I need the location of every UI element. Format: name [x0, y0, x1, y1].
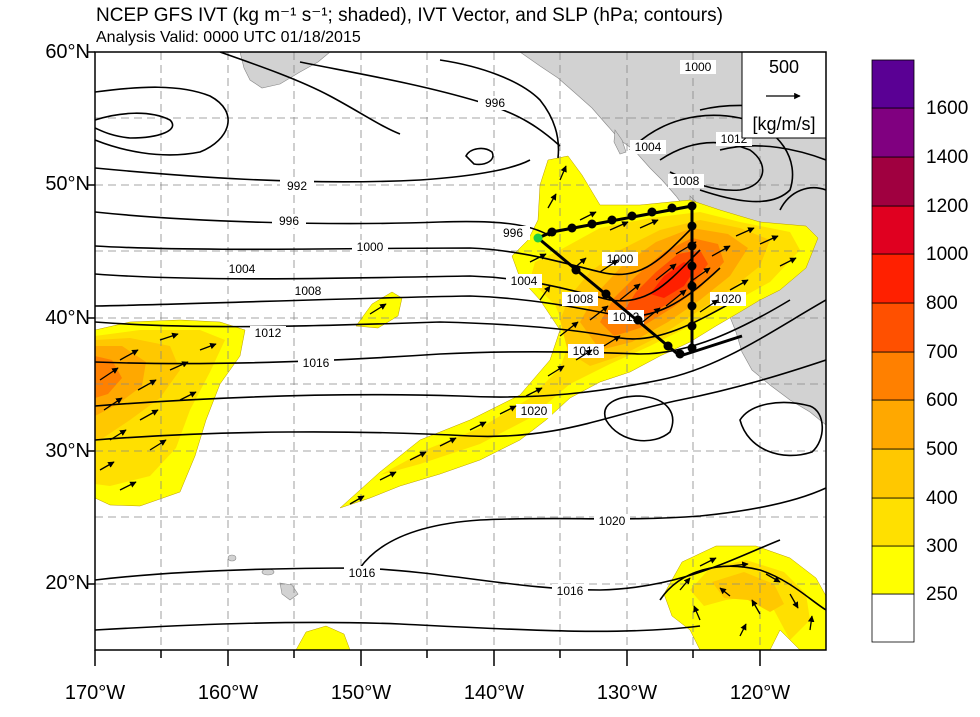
colorbar-label-400: 400 [926, 488, 958, 509]
colorbar-label-250: 250 [926, 584, 958, 605]
colorbar-label-300: 300 [926, 536, 958, 557]
lon-label-160w: 160°W [197, 682, 259, 704]
slp-label-1000-north: 1000 [680, 60, 716, 74]
svg-text:1004: 1004 [229, 262, 256, 276]
svg-text:996: 996 [279, 214, 299, 228]
lat-label-50n: 50°N [45, 173, 90, 195]
vector-reference-box [741, 52, 826, 139]
svg-text:1000: 1000 [357, 240, 384, 254]
svg-text:1020: 1020 [715, 292, 742, 306]
lon-label-130w: 130°W [596, 682, 658, 704]
lon-label-150w: 150°W [330, 682, 392, 704]
svg-text:992: 992 [287, 179, 307, 193]
lat-label-40n: 40°N [45, 307, 90, 329]
colorbar-label-1200: 1200 [926, 196, 969, 217]
ivt-blob-south [295, 625, 351, 650]
land-alaska [239, 52, 331, 89]
colorbar-label-1600: 1600 [926, 98, 969, 119]
cross-section-points [533, 201, 697, 359]
ivt-colorbar [871, 59, 915, 643]
vector-reference-unit: [kg/m/s] [752, 114, 815, 134]
lon-label-140w: 140°W [463, 682, 525, 704]
slp-label-1016-ar: 1016 [568, 344, 604, 358]
svg-text:1012: 1012 [721, 132, 748, 146]
colorbar-label-800: 800 [926, 293, 958, 314]
ivt-plume-ar-800 [650, 262, 696, 298]
colorbar-label-500: 500 [926, 439, 958, 460]
colorbar-label-1000: 1000 [926, 244, 969, 265]
slp-label-1020-south: 1020 [594, 514, 630, 528]
slp-label-1004-north: 1004 [630, 140, 666, 154]
lon-label-170w: 170°W [64, 682, 126, 704]
slp-label-1016-southeast: 1016 [552, 584, 588, 598]
land-hawaii-big-island [279, 582, 299, 601]
colorbar-label-1400: 1400 [926, 147, 969, 168]
colorbar-label-600: 600 [926, 390, 958, 411]
axis-ticks [87, 51, 761, 666]
slp-label-996-west: 996 [272, 214, 306, 228]
slp-label-1008-ar: 1008 [562, 292, 598, 306]
svg-text:1008: 1008 [673, 174, 700, 188]
svg-text:1012: 1012 [613, 310, 640, 324]
vector-reference-value: 500 [769, 57, 799, 77]
ivt-vectors [99, 165, 815, 637]
slp-label-1016-hawaii: 1016 [344, 566, 380, 580]
slp-label-1020-east: 1020 [710, 292, 746, 306]
slp-label-1012-north: 1012 [716, 132, 752, 146]
land-hawaii-kauai [227, 554, 237, 562]
slp-label-1012-west: 1012 [250, 326, 286, 340]
svg-text:1016: 1016 [349, 566, 376, 580]
svg-text:1004: 1004 [635, 140, 662, 154]
svg-text:1012: 1012 [255, 326, 282, 340]
slp-label-1000-ar: 1000 [602, 252, 638, 266]
slp-label-1008-north: 1008 [668, 174, 704, 188]
lat-label-20n: 20°N [45, 572, 90, 594]
ivt-blob-southeast-400 [712, 572, 784, 612]
svg-text:1000: 1000 [607, 252, 634, 266]
svg-text:1020: 1020 [599, 514, 626, 528]
slp-label-992: 992 [280, 179, 314, 193]
svg-text:1016: 1016 [303, 356, 330, 370]
cross-section-start-point [533, 233, 543, 243]
svg-text:1000: 1000 [685, 60, 712, 74]
slp-label-1000-west: 1000 [352, 240, 388, 254]
lon-label-120w: 120°W [729, 682, 791, 704]
lat-label-60n: 60°N [45, 41, 90, 63]
land-haida-gwaii [613, 129, 627, 155]
lat-label-30n: 30°N [45, 440, 90, 462]
svg-text:1016: 1016 [573, 344, 600, 358]
analysis-valid-time: Analysis Valid: 0000 UTC 01/18/2015 [96, 29, 361, 46]
slp-contour-labels: 992 996 996 996 1000 1000 1000 1004 1004… [224, 60, 752, 598]
slp-label-996-east: 996 [496, 226, 530, 240]
svg-text:996: 996 [485, 96, 505, 110]
slp-label-996-north: 996 [478, 96, 512, 110]
svg-text:1008: 1008 [295, 284, 322, 298]
map-title: NCEP GFS IVT (kg m⁻¹ s⁻¹; shaded), IVT V… [96, 5, 723, 26]
svg-text:1004: 1004 [511, 274, 538, 288]
slp-label-1004-ar: 1004 [506, 274, 542, 288]
colorbar-label-700: 700 [926, 342, 958, 363]
slp-label-1008-west: 1008 [290, 284, 326, 298]
slp-label-1020-ar: 1020 [516, 404, 552, 418]
svg-text:996: 996 [503, 226, 523, 240]
svg-text:1020: 1020 [521, 404, 548, 418]
svg-text:1008: 1008 [567, 292, 594, 306]
slp-label-1016-west: 1016 [298, 356, 334, 370]
ivt-plume-west-600 [95, 356, 122, 398]
map-frame [94, 51, 827, 651]
svg-text:1016: 1016 [557, 584, 584, 598]
slp-label-1004-west: 1004 [224, 262, 260, 276]
